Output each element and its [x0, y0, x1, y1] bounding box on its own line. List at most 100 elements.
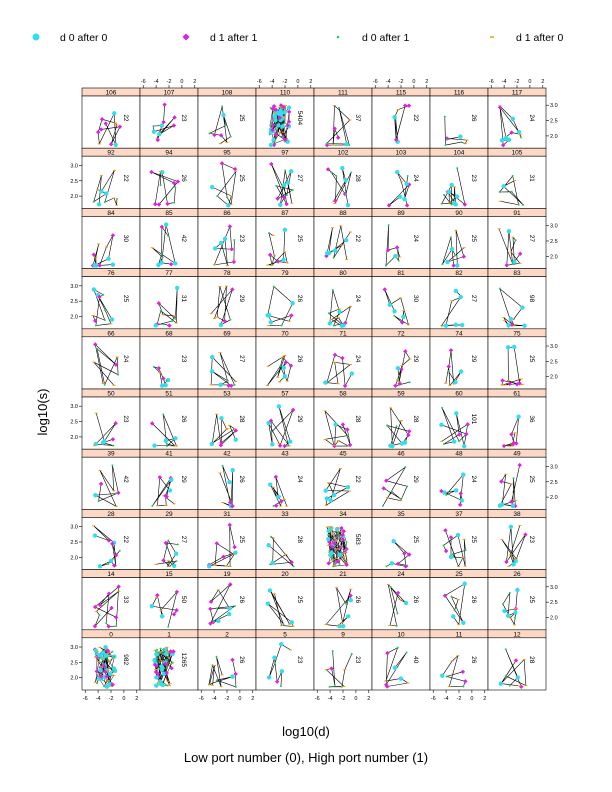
panel-plot-area	[487, 336, 547, 390]
panel-id-label: 71	[339, 330, 347, 337]
panel-count-label: 26	[180, 415, 187, 423]
point-d1-after-1	[171, 612, 177, 617]
panel: 91 27	[487, 208, 547, 269]
point-d1-after-1	[501, 142, 506, 148]
panel-id-label: 61	[513, 391, 521, 398]
point-d0-after-0	[448, 554, 454, 560]
point-d0-after-1	[456, 167, 459, 170]
point-d0-after-0	[104, 684, 110, 689]
point-d0-after-1	[112, 670, 115, 673]
point-d0-after-0	[174, 551, 179, 556]
point-d0-after-1	[508, 684, 511, 687]
y-tick-label: 2.5	[550, 239, 558, 245]
panel-trajectory	[151, 224, 176, 266]
panel-id-label: 2	[225, 631, 229, 638]
point-d0-after-1	[160, 253, 163, 256]
point-d0-after-0	[104, 191, 109, 196]
panel-id-label: 26	[513, 571, 521, 578]
point-d0-after-0	[159, 260, 164, 265]
point-d0-after-0	[172, 563, 177, 568]
panel-plot-area	[487, 577, 547, 631]
panel: 95 25	[197, 147, 257, 209]
point-d1-after-1	[509, 432, 514, 437]
panel-count-label: 22	[122, 536, 129, 544]
point-d0-after-0	[497, 503, 503, 508]
panel-plot-area	[429, 336, 489, 390]
panel-count-label: 25	[122, 295, 129, 303]
panel-plot-area	[81, 396, 141, 450]
point-d0-after-0	[209, 184, 215, 190]
panel-count-label: 26	[470, 656, 477, 664]
panel-plot-area	[371, 577, 431, 631]
point-d0-after-1	[166, 684, 169, 687]
panel: 97 27	[255, 147, 315, 209]
point-d0-after-0	[267, 588, 273, 593]
point-d1-after-1	[335, 559, 341, 564]
point-d0-after-0	[230, 674, 235, 679]
point-d0-after-0	[218, 382, 223, 387]
legend-marker	[182, 33, 190, 41]
point-d0-after-0	[106, 256, 111, 261]
point-d1-after-1	[230, 657, 235, 663]
point-d0-after-1	[171, 320, 174, 323]
panel-id-label: 97	[281, 150, 289, 157]
point-d0-after-0	[345, 202, 351, 208]
point-d0-after-1	[511, 174, 514, 177]
panel-count-label: 24	[354, 355, 361, 363]
point-d1-after-1	[157, 475, 163, 480]
point-d0-after-0	[216, 618, 221, 624]
panel-id-label: 60	[455, 391, 463, 398]
panel-count-label: 24	[354, 295, 361, 303]
point-d1-after-1	[407, 429, 412, 434]
point-d1-after-1	[348, 593, 353, 598]
point-d0-after-1	[270, 535, 273, 538]
point-d0-after-0	[163, 438, 169, 443]
panel: 57 29	[255, 388, 315, 450]
panel: 39 42	[81, 448, 141, 510]
point-d0-after-0	[282, 374, 288, 379]
panel-count-label: 31	[180, 295, 187, 303]
point-d1-after-1	[270, 123, 276, 128]
panel-count-label: 27	[180, 536, 187, 544]
panel-plot-area	[197, 95, 257, 149]
panel-plot-area	[139, 577, 199, 631]
panel: 50 23	[81, 388, 141, 450]
panel-plot-area	[255, 577, 315, 631]
point-d1-after-1	[275, 259, 281, 264]
panel-id-label: 43	[281, 451, 289, 458]
panel-id-label: 24	[397, 571, 405, 578]
point-d1-after-1	[402, 103, 408, 108]
x-tick-label: -2	[167, 79, 172, 85]
panel-count-label: 24	[470, 476, 477, 484]
panel-count-label: 22	[122, 114, 129, 122]
point-d1-after-1	[500, 378, 505, 383]
point-d0-after-0	[387, 302, 392, 308]
point-d0-after-1	[331, 250, 334, 253]
panel-plot-area	[81, 95, 141, 149]
panel: 0 982	[81, 629, 141, 691]
point-d0-after-0	[390, 443, 395, 449]
point-d0-after-0	[227, 479, 232, 485]
point-d0-after-1	[107, 680, 110, 683]
point-d0-after-0	[276, 123, 281, 128]
panel: 9 23	[313, 629, 373, 691]
panel-id-label: 10	[397, 631, 405, 638]
panel-count-label: 27	[470, 295, 477, 303]
point-d1-after-1	[230, 503, 235, 509]
point-d0-after-1	[332, 565, 335, 568]
point-d0-after-0	[289, 620, 295, 625]
point-d0-after-1	[508, 591, 511, 594]
point-d0-after-1	[511, 262, 514, 265]
panel-count-label: 22	[354, 235, 361, 243]
point-d0-after-0	[403, 600, 409, 606]
panel-count-label: 26	[470, 114, 477, 122]
panel-count-label: 98	[528, 295, 535, 303]
panel: 110 5404	[255, 87, 315, 149]
point-d0-after-0	[268, 320, 274, 325]
panel: 94 26	[139, 147, 199, 209]
point-d0-after-1	[337, 532, 340, 535]
point-d0-after-1	[115, 492, 118, 495]
point-d1-after-1	[149, 169, 154, 175]
y-tick-label: 3.0	[70, 645, 78, 651]
point-d1-after-1	[94, 669, 99, 674]
